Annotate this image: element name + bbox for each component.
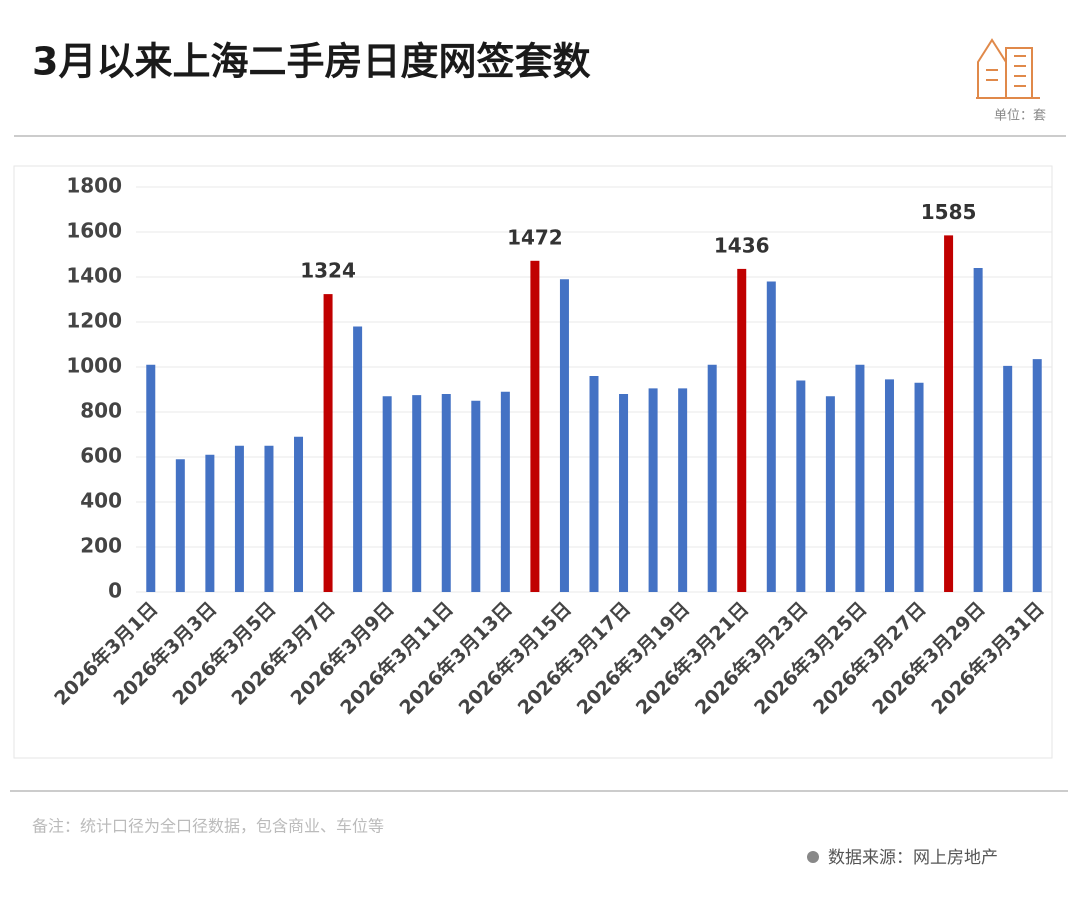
bar	[471, 400, 481, 592]
y-tick-label: 1000	[66, 354, 122, 378]
x-tick-label: 2026年3月17日	[513, 597, 635, 719]
bar	[205, 454, 215, 592]
bar	[412, 395, 422, 592]
source: 数据来源：网上房地产	[828, 848, 998, 868]
bar	[914, 382, 924, 592]
bar	[294, 436, 304, 592]
data-label: 1324	[300, 259, 356, 283]
y-tick-label: 400	[80, 489, 122, 513]
bar	[825, 396, 835, 592]
y-tick-label: 200	[80, 534, 122, 558]
bar	[796, 380, 806, 592]
x-tick-label: 2026年3月11日	[336, 597, 458, 719]
bar	[353, 326, 363, 592]
data-label: 1585	[921, 200, 977, 224]
x-tick-label: 2026年3月13日	[395, 597, 517, 719]
y-tick-label: 1400	[66, 264, 122, 288]
title: 3月以来上海二手房日度网签套数	[32, 40, 590, 84]
x-tick-label: 2026年3月31日	[927, 597, 1049, 719]
bar	[234, 445, 244, 592]
bar	[146, 364, 156, 592]
bar	[264, 445, 274, 592]
note: 备注：统计口径为全口径数据，包含商业、车位等	[32, 817, 384, 836]
data-label: 1472	[507, 225, 563, 249]
x-tick-label: 2026年3月1日	[50, 597, 163, 710]
bar	[323, 294, 333, 592]
bar	[382, 396, 392, 592]
unit: 单位：套	[994, 108, 1046, 124]
logo-icon	[976, 38, 1040, 99]
bar	[648, 388, 658, 592]
bar	[766, 281, 776, 592]
bar	[737, 268, 747, 592]
x-tick-label: 2026年3月15日	[454, 597, 576, 719]
bar	[619, 394, 629, 592]
bar	[707, 364, 717, 592]
y-tick-label: 600	[80, 444, 122, 468]
bar	[175, 459, 185, 592]
x-tick-label: 2026年3月3日	[109, 597, 222, 710]
y-tick-label: 1600	[66, 219, 122, 243]
x-tick-label: 2026年3月9日	[286, 597, 399, 710]
bar	[678, 388, 688, 592]
bar	[530, 260, 540, 592]
bar	[944, 235, 954, 592]
y-tick-label: 1800	[66, 174, 122, 198]
y-tick-label: 0	[108, 579, 122, 603]
bar	[589, 376, 599, 592]
y-tick-label: 1200	[66, 309, 122, 333]
x-tick-label: 2026年3月5日	[168, 597, 281, 710]
source-dot	[807, 851, 819, 863]
y-tick-label: 800	[80, 399, 122, 423]
bar	[1003, 365, 1013, 592]
x-tick-label: 2026年3月19日	[572, 597, 694, 719]
x-tick-label: 2026年3月25日	[749, 597, 871, 719]
x-tick-label: 2026年3月29日	[868, 597, 990, 719]
bar	[559, 279, 569, 592]
bar	[500, 391, 510, 592]
data-label: 1436	[714, 233, 770, 257]
bar	[441, 394, 451, 592]
chart-frame	[13, 165, 1053, 759]
x-tick-label: 2026年3月21日	[631, 597, 753, 719]
bar	[973, 268, 983, 592]
bar	[1032, 359, 1042, 592]
plot: 0 200 400 600 800 1000 1200 1400 1600 1800 2026年3月…	[50, 174, 1052, 719]
bar	[855, 364, 865, 592]
bar	[884, 379, 894, 592]
x-tick-label: 2026年3月7日	[227, 597, 340, 710]
x-tick-label: 2026年3月23日	[690, 597, 812, 719]
x-tick-label: 2026年3月27日	[808, 597, 930, 719]
